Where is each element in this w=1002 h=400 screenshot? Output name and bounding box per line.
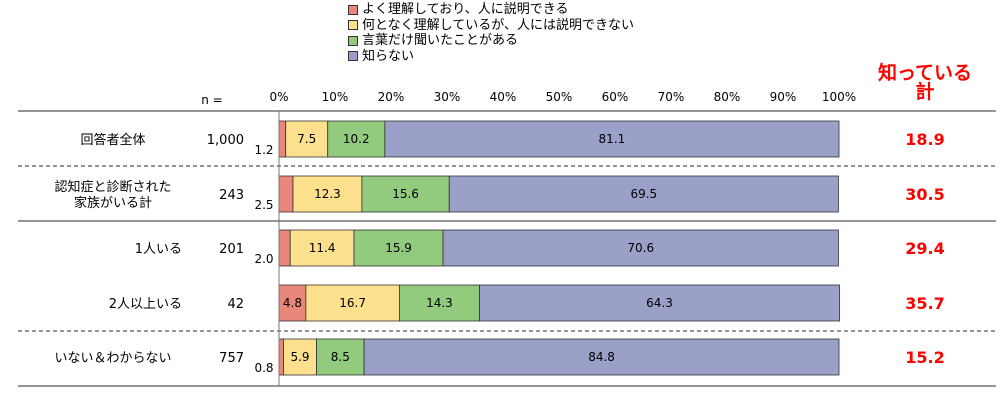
data-label-vague: 12.3 bbox=[314, 187, 341, 201]
bar-segment-unknown bbox=[479, 284, 840, 322]
data-label-unknown: 70.6 bbox=[627, 241, 654, 255]
data-label-vague: 16.7 bbox=[339, 296, 366, 310]
legend-label-heard: 言葉だけ聞いたことがある bbox=[362, 33, 519, 48]
data-label-vague: 7.5 bbox=[297, 132, 316, 146]
known-total-value: 18.9 bbox=[905, 130, 944, 149]
x-tick-label: 30% bbox=[434, 90, 461, 104]
x-tick-label: 40% bbox=[490, 90, 517, 104]
bar-segment-explain bbox=[278, 120, 287, 158]
data-label-heard: 10.2 bbox=[343, 132, 370, 146]
bar-segment-heard bbox=[398, 284, 480, 322]
data-label-explain: 0.8 bbox=[254, 361, 273, 375]
data-label-explain: 1.2 bbox=[254, 143, 273, 157]
bar-segment-vague bbox=[292, 175, 363, 213]
legend-swatch-explain bbox=[348, 4, 358, 15]
known-total-value: 29.4 bbox=[905, 239, 944, 258]
known-total-header-line1: 知っている bbox=[877, 62, 973, 84]
x-tick-label: 80% bbox=[714, 90, 741, 104]
row-n-value: 1,000 bbox=[207, 133, 244, 148]
data-label-unknown: 84.8 bbox=[588, 350, 615, 364]
data-label-explain: 2.0 bbox=[254, 252, 273, 266]
data-label-vague: 11.4 bbox=[309, 241, 336, 255]
bar-segment-vague bbox=[283, 338, 317, 376]
bar-segment-unknown bbox=[442, 229, 839, 267]
chart-legend: よく理解しており、人に説明できる 何となく理解しているが、人には説明できない 言… bbox=[348, 2, 634, 64]
bar-segment-explain bbox=[278, 175, 294, 213]
legend-swatch-heard bbox=[348, 35, 358, 46]
bar-segment-unknown bbox=[448, 175, 839, 213]
known-total-header-line2: 計 bbox=[915, 81, 935, 103]
row-label: 家族がいる計 bbox=[74, 195, 152, 211]
known-total-value: 30.5 bbox=[905, 185, 944, 204]
data-label-heard: 14.3 bbox=[426, 296, 453, 310]
legend-swatch-vague bbox=[348, 20, 358, 31]
legend-swatch-unknown bbox=[348, 51, 358, 62]
x-tick-label: 10% bbox=[322, 90, 349, 104]
row-n-value: 201 bbox=[219, 242, 244, 257]
bar-segment-heard bbox=[316, 338, 365, 376]
bar-segment-explain bbox=[278, 229, 291, 267]
bar-segment-unknown bbox=[384, 120, 840, 158]
x-tick-label: 90% bbox=[770, 90, 797, 104]
row-label: 認知症と診断された bbox=[54, 179, 171, 195]
row-n-value: 42 bbox=[227, 297, 244, 312]
known-total-value: 15.2 bbox=[905, 348, 944, 367]
row-label: 1人いる bbox=[135, 242, 182, 257]
row-label: 2人以上いる bbox=[109, 297, 182, 312]
legend-label-explain: よく理解しており、人に説明できる bbox=[362, 2, 569, 17]
data-label-explain: 4.8 bbox=[283, 296, 302, 310]
known-total-value: 35.7 bbox=[905, 294, 944, 313]
bar-segment-explain bbox=[278, 338, 284, 376]
legend-item-explain: よく理解しており、人に説明できる bbox=[348, 2, 634, 18]
bar-segment-heard bbox=[361, 175, 450, 213]
data-label-heard: 15.6 bbox=[392, 187, 419, 201]
x-tick-label: 70% bbox=[658, 90, 685, 104]
row-n-value: 243 bbox=[219, 188, 244, 203]
data-label-unknown: 81.1 bbox=[599, 132, 626, 146]
data-label-unknown: 64.3 bbox=[646, 296, 673, 310]
legend-label-unknown: 知らない bbox=[362, 48, 415, 64]
data-label-heard: 15.9 bbox=[385, 241, 412, 255]
known-total-header: 知っている 計 bbox=[870, 64, 980, 102]
n-label: n = bbox=[201, 93, 222, 107]
data-label-heard: 8.5 bbox=[331, 350, 350, 364]
data-label-unknown: 69.5 bbox=[630, 187, 657, 201]
row-label: 回答者全体 bbox=[80, 132, 145, 148]
legend-item-heard: 言葉だけ聞いたことがある bbox=[348, 33, 634, 49]
x-tick-label: 60% bbox=[602, 90, 629, 104]
bar-segment-vague bbox=[305, 284, 400, 322]
bar-segment-heard bbox=[353, 229, 444, 267]
legend-label-vague: 何となく理解しているが、人には説明できない bbox=[362, 17, 634, 33]
data-label-vague: 5.9 bbox=[290, 350, 309, 364]
data-label-explain: 2.5 bbox=[254, 198, 273, 212]
x-tick-label: 20% bbox=[378, 90, 405, 104]
x-tick-label: 50% bbox=[546, 90, 573, 104]
legend-item-unknown: 知らない bbox=[348, 49, 634, 65]
bar-segment-unknown bbox=[363, 338, 840, 376]
legend-item-vague: 何となく理解しているが、人には説明できない bbox=[348, 18, 634, 34]
x-tick-label: 100% bbox=[822, 90, 856, 104]
x-tick-label: 0% bbox=[269, 90, 288, 104]
row-label: いない＆わからない bbox=[54, 351, 171, 366]
row-n-value: 757 bbox=[219, 351, 244, 366]
